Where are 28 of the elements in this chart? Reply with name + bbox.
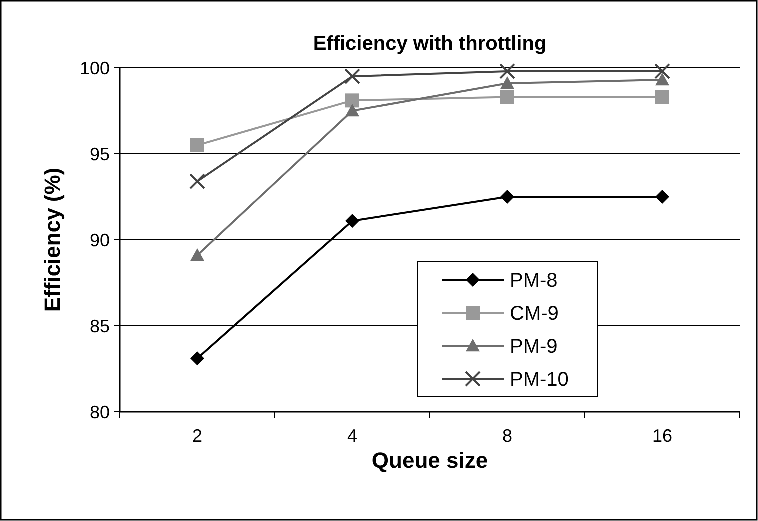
y-axis-title: Efficiency (%) <box>40 168 65 312</box>
point <box>346 104 360 117</box>
point <box>346 214 360 228</box>
y-tick-label: 100 <box>80 58 110 78</box>
y-tick-label: 80 <box>90 402 110 422</box>
y-tick-label: 90 <box>90 230 110 250</box>
x-axis-title: Queue size <box>372 448 488 473</box>
y-tick-label: 85 <box>90 316 110 336</box>
point <box>500 190 514 204</box>
legend-label: PM-10 <box>510 369 569 391</box>
point <box>656 190 670 204</box>
point <box>190 248 204 262</box>
point <box>656 90 670 104</box>
x-tick-label: 4 <box>347 426 358 446</box>
x-tick-label: 8 <box>502 426 513 446</box>
point <box>190 352 204 366</box>
legend-label: CM-9 <box>510 303 559 325</box>
y-tick-label: 95 <box>90 144 110 164</box>
point <box>346 94 360 108</box>
point <box>500 76 514 90</box>
legend-label: PM-8 <box>510 270 558 292</box>
legend-label: PM-9 <box>510 336 558 358</box>
point <box>500 90 514 104</box>
x-tick-label: 16 <box>652 426 673 446</box>
x-tick-label: 2 <box>192 426 203 446</box>
chart-title: Efficiency with throttling <box>313 33 547 55</box>
point <box>656 73 670 86</box>
point <box>190 138 204 152</box>
